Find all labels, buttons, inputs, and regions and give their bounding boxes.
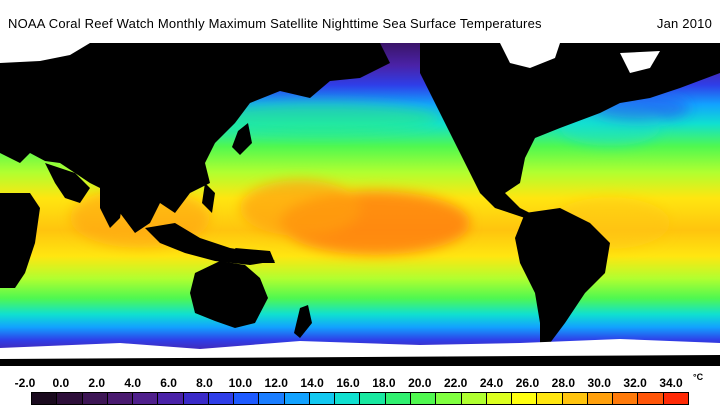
- title-text: NOAA Coral Reef Watch Monthly Maximum Sa…: [8, 15, 542, 31]
- scale-tick-label: 6.0: [160, 376, 177, 390]
- arctic-ice-east: [500, 43, 560, 68]
- scale-swatch: [208, 393, 235, 404]
- scale-swatch: [284, 393, 310, 404]
- australia-landmass: [190, 261, 268, 328]
- scale-tick-label: 20.0: [408, 376, 432, 390]
- scale-tick-label: 18.0: [372, 376, 396, 390]
- scale-tick-label: 8.0: [196, 376, 213, 390]
- scale-swatch: [57, 393, 83, 404]
- scale-tick-label: 14.0: [300, 376, 324, 390]
- scale-tick-label: 30.0: [587, 376, 611, 390]
- scale-tick-label: 10.0: [228, 376, 253, 390]
- scale-swatch: [436, 393, 462, 404]
- scale-tick-label: 2.0: [88, 376, 106, 390]
- scale-swatch: [663, 393, 688, 404]
- scale-swatch: [360, 393, 386, 404]
- scale-swatch: [234, 393, 260, 404]
- land-masses: [0, 43, 720, 366]
- title-date: Jan 2010: [656, 15, 712, 31]
- scale-swatch: [537, 393, 563, 404]
- scale-tick-label: 22.0: [443, 376, 468, 390]
- scale-swatch: [410, 393, 437, 404]
- scale-swatch: [587, 393, 614, 404]
- arctic-ice-west: [0, 43, 90, 63]
- scale-swatch: [183, 393, 209, 404]
- scale-swatch: [512, 393, 538, 404]
- scale-swatch: [82, 393, 108, 404]
- north-america-landmass: [420, 43, 720, 203]
- scale-swatch: [309, 393, 336, 404]
- scale-tick-labels: -2.0 0.0 2.0 4.0 6.0 8.0 10.0 12.0 14.0 16.0 18.0 2…: [0, 376, 720, 392]
- map-canvas: [0, 43, 720, 366]
- scale-swatch: [107, 393, 134, 404]
- scale-tick-label: 4.0: [124, 376, 141, 390]
- philippines: [202, 183, 215, 213]
- scale-tick-label: 32.0: [623, 376, 647, 390]
- japan-landmass: [232, 123, 252, 155]
- scale-swatch: [613, 393, 639, 404]
- scale-swatch: [486, 393, 513, 404]
- scale-swatch: [32, 393, 58, 404]
- scale-tick-label: 0.0: [52, 376, 70, 390]
- scale-tick-label: -2.0: [14, 376, 36, 390]
- scale-swatch: [385, 393, 411, 404]
- africa-landmass: [0, 193, 40, 288]
- scale-swatch: [562, 393, 588, 404]
- scale-tick-label: 12.0: [264, 376, 288, 390]
- india-peninsula: [100, 183, 125, 228]
- scale-tick-label: 26.0: [515, 376, 540, 390]
- antarctic-ice: [0, 339, 720, 359]
- scale-tick-label: 28.0: [551, 376, 576, 390]
- new-zealand: [294, 305, 312, 338]
- figure-title: NOAA Coral Reef Watch Monthly Maximum Sa…: [8, 14, 712, 32]
- scale-tick-label: 16.0: [336, 376, 360, 390]
- scale-tick-label: 34.0: [659, 376, 683, 390]
- sea-ice: [0, 43, 720, 359]
- scale-swatch: [259, 393, 285, 404]
- sea-surface-temperature-map: [0, 43, 720, 366]
- scale-swatch: [335, 393, 361, 404]
- scale-swatch: [133, 393, 159, 404]
- eurasia-landmass: [0, 43, 390, 233]
- scale-swatch: [638, 393, 664, 404]
- india-landmass: [45, 163, 90, 203]
- arctic-ice-canada: [620, 51, 660, 73]
- south-america-landmass: [515, 208, 610, 353]
- central-america: [480, 193, 530, 218]
- scale-swatch: [461, 393, 487, 404]
- scale-swatch: [158, 393, 184, 404]
- scale-tick-label: 24.0: [479, 376, 504, 390]
- new-guinea: [235, 248, 275, 263]
- scale-unit: °C: [693, 372, 704, 382]
- temperature-color-scale: [31, 392, 689, 405]
